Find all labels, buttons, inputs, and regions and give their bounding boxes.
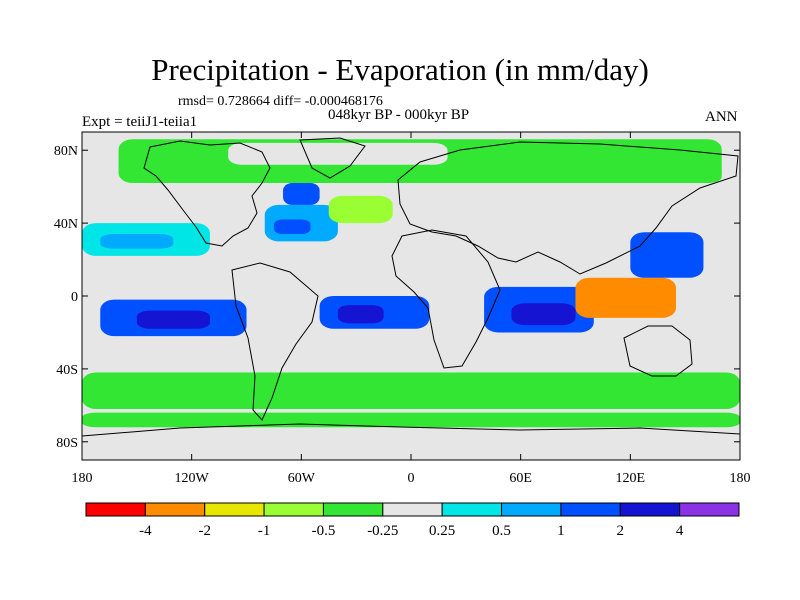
- y-tick-label: 40N: [54, 217, 78, 232]
- x-tick-label: 120W: [175, 471, 210, 486]
- colorbar-swatch: [85, 502, 146, 517]
- contour-region: [630, 232, 704, 278]
- colorbar-label: 1: [557, 523, 565, 539]
- experiment-label: Expt = teiiJ1-teiia1: [82, 114, 198, 130]
- y-axis: 80N 40N 0 40S 80S: [54, 144, 740, 451]
- colorbar-swatch: [382, 502, 443, 517]
- coastline-north-america: [143, 140, 271, 247]
- contour-region: [511, 303, 576, 326]
- coastline-eurasia: [397, 141, 739, 275]
- colorbar-swatch: [619, 502, 681, 517]
- colorbar: -4 -2 -1 -0.5 -0.25 0.25 0.5 1 2 4: [85, 502, 740, 539]
- contour-region: [383, 237, 485, 275]
- colorbar-swatch: [560, 502, 621, 517]
- colorbar-label: -1: [258, 523, 271, 539]
- x-tick-label: 120E: [616, 471, 646, 486]
- colorbar-swatch: [441, 502, 503, 517]
- colorbar-label: 4: [676, 523, 684, 539]
- y-tick-label: 80S: [56, 436, 78, 451]
- x-tick-label: 180: [72, 471, 93, 486]
- coastline-antarctica: [82, 423, 740, 437]
- colorbar-label: -0.5: [312, 523, 336, 539]
- colorbar-label: 2: [617, 523, 625, 539]
- coastline-south-america: [231, 262, 319, 421]
- coastlines: [82, 137, 740, 437]
- colorbar-label: 0.5: [492, 523, 511, 539]
- x-tick-label: 60E: [509, 471, 532, 486]
- contour-region: [228, 142, 448, 165]
- colorbar-swatch: [204, 502, 265, 517]
- contour-region: [136, 310, 210, 329]
- coastline-africa: [391, 229, 501, 369]
- contour-fills: [82, 139, 740, 428]
- coastline-greenland: [299, 137, 366, 179]
- contour-region: [575, 277, 677, 318]
- coastline-australia: [623, 325, 693, 377]
- colorbar-label: -0.25: [367, 523, 398, 539]
- colorbar-label: 0.25: [429, 523, 455, 539]
- x-tick-label: 0: [408, 471, 415, 486]
- y-tick-label: 80N: [54, 144, 78, 159]
- y-tick-label: 40S: [56, 363, 78, 378]
- contour-region: [100, 234, 174, 249]
- chart-title: Precipitation - Evaporation (in mm/day): [151, 52, 649, 87]
- contour-region: [337, 305, 384, 324]
- colorbar-swatch: [322, 502, 384, 517]
- season-label: ANN: [705, 109, 738, 125]
- contour-region: [82, 412, 740, 428]
- colorbar-swatch: [144, 502, 206, 517]
- x-tick-label: 60W: [288, 471, 316, 486]
- colorbar-label: -2: [198, 523, 211, 539]
- rmsd-diff-label: rmsd= 0.728664 diff= -0.000468176: [178, 94, 383, 109]
- colorbar-swatch: [679, 502, 740, 517]
- contour-region: [82, 372, 740, 409]
- contour-region: [328, 195, 393, 224]
- colorbar-label: -4: [139, 523, 152, 539]
- contour-region: [273, 219, 311, 235]
- period-label: 048kyr BP - 000kyr BP: [328, 107, 470, 123]
- colorbar-swatch: [501, 502, 562, 517]
- x-axis: 180 120W 60W 0 60E 120E 180: [72, 132, 751, 486]
- x-tick-label: 180: [730, 471, 751, 486]
- y-tick-label: 0: [71, 290, 78, 305]
- contour-region: [447, 164, 722, 184]
- colorbar-swatch: [263, 502, 324, 517]
- contour-region: [283, 183, 320, 205]
